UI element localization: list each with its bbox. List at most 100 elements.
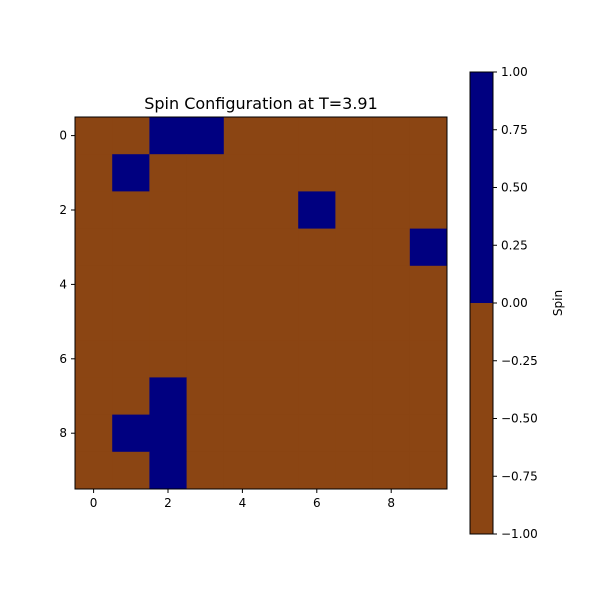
heatmap-cell xyxy=(298,265,336,304)
heatmap-cell xyxy=(372,340,411,378)
heatmap-cell xyxy=(335,451,374,490)
heatmap-cell xyxy=(409,154,448,192)
heatmap-cell xyxy=(112,154,150,192)
heatmap-cell xyxy=(112,377,150,416)
heatmap-cell xyxy=(149,377,188,416)
heatmap-cell xyxy=(112,191,150,230)
colorbar-label: Spin xyxy=(551,290,565,316)
heatmap-cell xyxy=(186,191,225,230)
heatmap-cell xyxy=(75,414,113,453)
heatmap-cell xyxy=(335,265,374,304)
heatmap-cell xyxy=(298,414,336,453)
heatmap-cell xyxy=(149,191,188,230)
heatmap-cell xyxy=(261,340,299,378)
x-tick-label: 0 xyxy=(90,496,98,510)
heatmap-cell xyxy=(335,377,374,416)
heatmap-cell xyxy=(298,340,336,378)
heatmap-cell xyxy=(75,451,113,490)
heatmap-cell xyxy=(112,303,150,341)
colorbar-tick-label: −0.25 xyxy=(501,354,538,368)
heatmap-cell xyxy=(372,191,411,230)
colorbar-positive-segment xyxy=(470,72,493,303)
heatmap-cell xyxy=(335,117,374,155)
x-tick-label: 8 xyxy=(387,496,395,510)
heatmap-cell xyxy=(223,340,262,378)
heatmap-cell xyxy=(335,228,374,267)
heatmap-cell xyxy=(223,228,262,267)
heatmap-cell xyxy=(261,117,299,155)
heatmap-grid xyxy=(75,117,448,490)
heatmap-cell xyxy=(112,265,150,304)
heatmap-cell xyxy=(223,154,262,192)
heatmap-cell xyxy=(409,228,448,267)
colorbar-tick-label: 0.75 xyxy=(501,123,528,137)
y-tick-label: 4 xyxy=(59,277,67,291)
x-axis: 0 2 4 6 8 xyxy=(90,489,395,510)
heatmap-cell xyxy=(298,154,336,192)
colorbar-tick-label: −0.50 xyxy=(501,412,538,426)
colorbar-tick-label: −1.00 xyxy=(501,527,538,541)
x-tick-label: 2 xyxy=(164,496,172,510)
heatmap-cell xyxy=(75,340,113,378)
heatmap-cell xyxy=(186,228,225,267)
heatmap-cell xyxy=(372,377,411,416)
heatmap-cell xyxy=(75,154,113,192)
heatmap-cell xyxy=(186,414,225,453)
heatmap-cell xyxy=(298,451,336,490)
heatmap-cell xyxy=(298,117,336,155)
heatmap-cell xyxy=(409,265,448,304)
heatmap-cell xyxy=(335,340,374,378)
y-tick-label: 6 xyxy=(59,352,67,366)
heatmap-cell xyxy=(112,117,150,155)
heatmap-cell xyxy=(223,265,262,304)
heatmap-cell xyxy=(409,303,448,341)
heatmap-cell xyxy=(223,377,262,416)
heatmap-cell xyxy=(75,191,113,230)
heatmap-cell xyxy=(186,117,225,155)
heatmap-cell xyxy=(186,451,225,490)
chart-title: Spin Configuration at T=3.91 xyxy=(144,94,378,113)
y-tick-label: 0 xyxy=(59,129,67,143)
heatmap-cell xyxy=(75,377,113,416)
heatmap-cell xyxy=(261,228,299,267)
heatmap-cell xyxy=(261,377,299,416)
heatmap-cell xyxy=(149,414,188,453)
heatmap-cell xyxy=(223,414,262,453)
heatmap-cell xyxy=(261,265,299,304)
heatmap-cell xyxy=(223,303,262,341)
heatmap-cell xyxy=(335,191,374,230)
heatmap-cell xyxy=(409,451,448,490)
heatmap-cell xyxy=(261,191,299,230)
heatmap-cell xyxy=(298,228,336,267)
heatmap-cell xyxy=(75,117,113,155)
colorbar: 1.00 0.75 0.50 0.25 0.00 −0.25 −0.50 −0.75 −1.00 xyxy=(469,65,538,541)
heatmap-cell xyxy=(298,191,336,230)
heatmap-cell xyxy=(112,414,150,453)
heatmap-cell xyxy=(409,340,448,378)
colorbar-tick-label: 0.50 xyxy=(501,181,528,195)
heatmap-cell xyxy=(298,303,336,341)
heatmap-cell xyxy=(186,265,225,304)
heatmap-cell xyxy=(149,228,188,267)
heatmap-cell xyxy=(261,451,299,490)
heatmap-cell xyxy=(298,377,336,416)
heatmap-cell xyxy=(149,451,188,490)
heatmap-cell xyxy=(409,414,448,453)
heatmap-cell xyxy=(261,303,299,341)
y-tick-label: 2 xyxy=(59,203,67,217)
plot-frame xyxy=(74,116,448,490)
heatmap-cell xyxy=(372,303,411,341)
heatmap-cell xyxy=(335,303,374,341)
heatmap-cell xyxy=(186,303,225,341)
heatmap-cell xyxy=(75,265,113,304)
heatmap-cell xyxy=(223,451,262,490)
heatmap-cell xyxy=(149,265,188,304)
heatmap-cell xyxy=(261,414,299,453)
heatmap-cell xyxy=(372,228,411,267)
heatmap-cell xyxy=(112,340,150,378)
heatmap-cell xyxy=(112,451,150,490)
heatmap-cell xyxy=(409,191,448,230)
heatmap-cell xyxy=(409,117,448,155)
heatmap-cell xyxy=(75,303,113,341)
